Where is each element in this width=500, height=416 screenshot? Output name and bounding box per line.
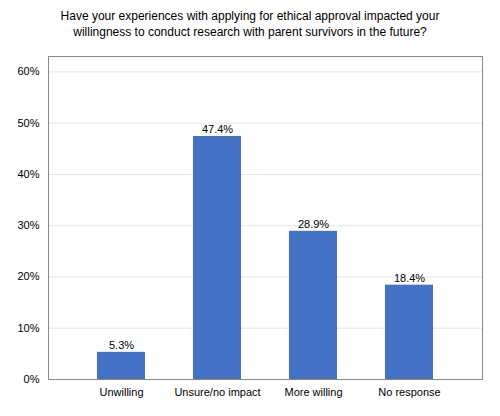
svg-text:30%: 30% (17, 220, 39, 232)
svg-text:5.3%: 5.3% (109, 339, 134, 351)
svg-text:Unwilling: Unwilling (99, 387, 143, 399)
svg-text:40%: 40% (17, 168, 39, 180)
svg-text:0%: 0% (24, 373, 40, 385)
html-text:Have your experiences with app: Have your experiences with applying for … (60, 9, 440, 23)
svg-text:47.4%: 47.4% (202, 123, 233, 135)
html-text:willingness to conduct researc: willingness to conduct research with par… (73, 25, 427, 40)
svg-text:10%: 10% (17, 322, 39, 334)
svg-text:Unsure/no impact: Unsure/no impact (174, 387, 260, 399)
svg-text:28.9%: 28.9% (298, 218, 329, 230)
svg-text:No response: No response (378, 387, 440, 399)
svg-text:20%: 20% (17, 271, 39, 283)
svg-text:60%: 60% (17, 66, 39, 78)
svg-text:18.4%: 18.4% (394, 272, 425, 284)
svg-text:50%: 50% (17, 117, 39, 129)
svg-text:More willing: More willing (284, 387, 342, 399)
